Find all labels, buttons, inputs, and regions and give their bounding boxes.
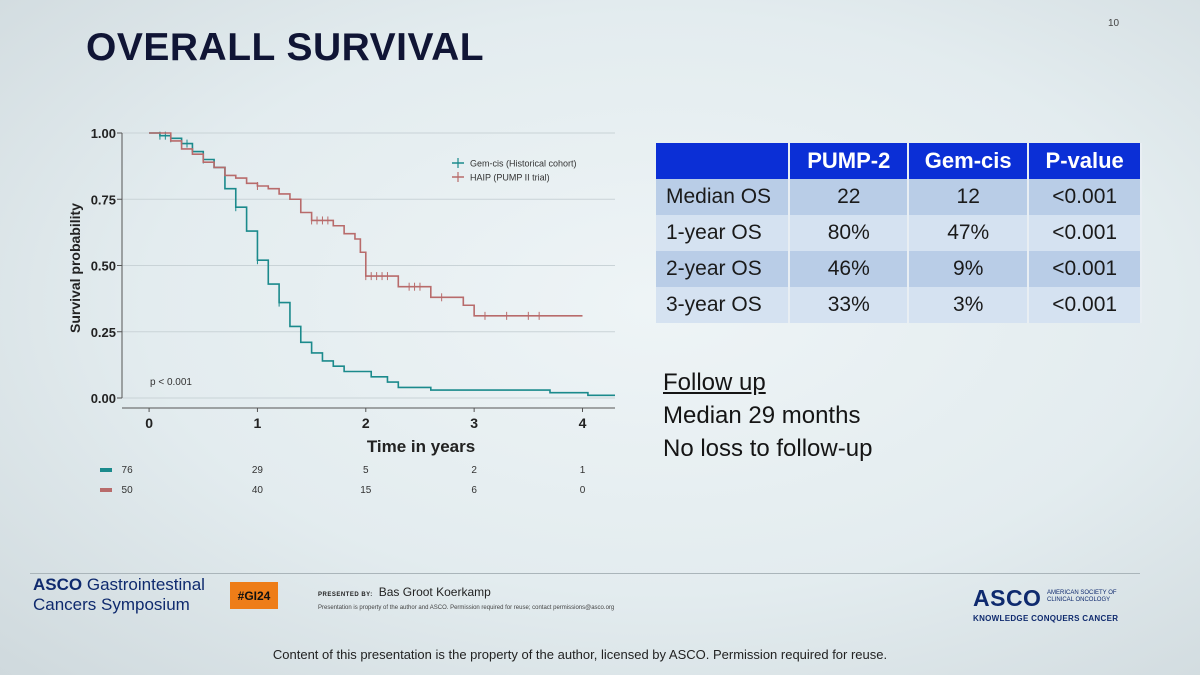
table-cell: 33% xyxy=(789,287,910,323)
table-cell: <0.001 xyxy=(1028,287,1142,323)
table-cell: <0.001 xyxy=(1028,179,1142,215)
table-header-cell: P-value xyxy=(1028,143,1142,179)
asco-logo-text: ASCO xyxy=(973,585,1042,611)
y-tick-label: 0.00 xyxy=(91,391,116,406)
p-value-annotation: p < 0.001 xyxy=(150,377,192,388)
risk-count: 15 xyxy=(360,485,372,496)
table-cell: 3% xyxy=(908,287,1030,323)
hashtag-badge: #GI24 xyxy=(230,582,278,609)
risk-row-swatch xyxy=(100,468,112,472)
footer-divider xyxy=(30,573,1140,574)
x-tick-label: 0 xyxy=(145,415,153,431)
y-tick-label: 0.75 xyxy=(91,192,116,207)
x-tick-label: 2 xyxy=(362,415,370,431)
slide-title: OVERALL SURVIVAL xyxy=(86,26,485,69)
axes: 0.00 0.25 0.50 0.75 1.00 0 1 2 3 4 xyxy=(91,126,615,431)
asco-logo: ASCO AMERICAN SOCIETY OF CLINICAL ONCOLO… xyxy=(973,585,1118,623)
series-layer xyxy=(149,131,615,397)
copyright-notice: Content of this presentation is the prop… xyxy=(272,647,888,662)
table-cell: 3-year OS xyxy=(656,287,791,323)
table-cell: 1-year OS xyxy=(656,215,791,251)
table-row: Median OS 22 12 <0.001 xyxy=(656,179,1142,215)
legend-label: Gem-cis (Historical cohort) xyxy=(470,159,577,169)
x-tick-label: 3 xyxy=(470,415,478,431)
table-cell: Median OS xyxy=(656,179,791,215)
follow-up-loss: No loss to follow-up xyxy=(663,435,873,462)
y-axis-label: Survival probability xyxy=(67,203,83,333)
x-tick-label: 4 xyxy=(579,415,587,431)
table-row: 2-year OS 46% 9% <0.001 xyxy=(656,251,1142,287)
page-number: 10 xyxy=(1108,18,1120,29)
x-axis-label: Time in years xyxy=(367,437,475,456)
table-header-cell: Gem-cis xyxy=(908,143,1030,179)
legend: Gem-cis (Historical cohort) HAIP (PUMP II… xyxy=(452,158,577,183)
property-notice: Presentation is property of the author a… xyxy=(318,605,615,611)
presenter-name: Bas Groot Koerkamp xyxy=(378,585,491,599)
table-header-cell xyxy=(656,143,791,179)
table-cell: <0.001 xyxy=(1028,251,1142,287)
symposium-name-line2: Cancers Symposium xyxy=(33,595,190,614)
y-tick-label: 0.50 xyxy=(91,259,116,274)
table-header-row: PUMP-2 Gem-cis P-value xyxy=(656,143,1142,179)
symposium-name: Gastrointestinal xyxy=(82,575,205,594)
risk-count: 76 xyxy=(122,465,134,476)
risk-count: 29 xyxy=(252,465,264,476)
table-cell: 80% xyxy=(789,215,910,251)
table-header-cell: PUMP-2 xyxy=(789,143,910,179)
y-tick-label: 0.25 xyxy=(91,325,116,340)
follow-up-heading: Follow up xyxy=(663,369,766,396)
y-tick-label: 1.00 xyxy=(91,126,116,141)
survival-chart: 0.00 0.25 0.50 0.75 1.00 0 1 2 3 4 Gem-cis (Histo… xyxy=(67,126,615,496)
asco-society-name: AMERICAN SOCIETY OF CLINICAL ONCOLOGY xyxy=(1047,590,1117,603)
risk-table: 76 29 5 2 1 50 40 15 6 0 xyxy=(100,465,586,496)
risk-row-swatch xyxy=(100,488,112,492)
grid-lines xyxy=(122,132,615,399)
table-cell: 12 xyxy=(908,179,1030,215)
legend-label: HAIP (PUMP II trial) xyxy=(470,173,550,183)
table-cell: 2-year OS xyxy=(656,251,791,287)
table-row: 3-year OS 33% 3% <0.001 xyxy=(656,287,1142,323)
table-cell: 22 xyxy=(789,179,910,215)
symposium-brand: ASCO xyxy=(33,575,83,594)
risk-count: 2 xyxy=(471,465,477,476)
presented-by: PRESENTED BY: Bas Groot Koerkamp xyxy=(318,585,491,599)
table-cell: 9% xyxy=(908,251,1030,287)
table-cell: <0.001 xyxy=(1028,215,1142,251)
symposium-logo: ASCO Gastrointestinal Cancers Symposium xyxy=(33,575,205,615)
risk-count: 6 xyxy=(471,485,477,496)
table-cell: 46% xyxy=(789,251,910,287)
risk-count: 0 xyxy=(580,485,586,496)
follow-up-block: Follow up Median 29 months No loss to fo… xyxy=(663,366,872,465)
presented-by-label: PRESENTED BY: xyxy=(318,592,373,598)
x-tick-label: 1 xyxy=(254,415,262,431)
asco-motto: KNOWLEDGE CONQUERS CANCER xyxy=(973,614,1119,623)
risk-count: 40 xyxy=(252,485,264,496)
table-cell: 47% xyxy=(908,215,1030,251)
follow-up-median: Median 29 months xyxy=(663,402,861,429)
risk-count: 5 xyxy=(363,465,369,476)
table-row: 1-year OS 80% 47% <0.001 xyxy=(656,215,1142,251)
risk-count: 1 xyxy=(580,465,586,476)
risk-count: 50 xyxy=(122,485,134,496)
survival-summary-table: PUMP-2 Gem-cis P-value Median OS 22 12 <… xyxy=(656,143,1142,323)
